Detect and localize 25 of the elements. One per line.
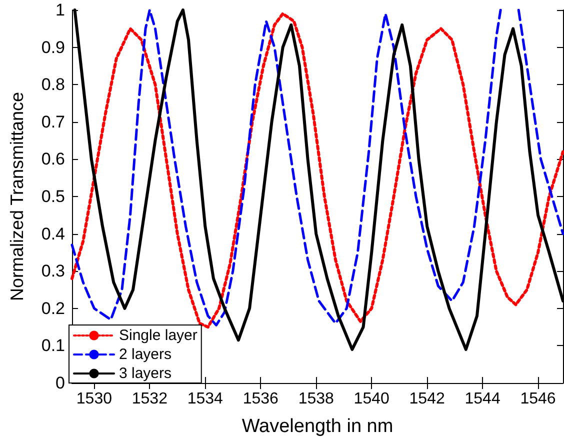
- y-tick-label: 0.4: [41, 224, 65, 244]
- y-axis-title: Normalized Transmittance: [7, 92, 27, 302]
- y-tick-label: 1: [56, 0, 65, 20]
- y-tick-label: 0.5: [41, 187, 65, 206]
- x-tick-label: 1542: [409, 390, 445, 408]
- x-tick-label: 1546: [520, 390, 556, 408]
- y-tick-label: 0.9: [41, 38, 65, 57]
- x-tick-label: 1544: [464, 390, 500, 408]
- x-tick-label: 1536: [242, 390, 279, 408]
- y-tick-label: 0.6: [41, 150, 65, 169]
- x-axis-title: Wavelength in nm: [242, 416, 394, 437]
- y-tick-label: 0.8: [41, 75, 65, 94]
- legend-label: Single layer: [119, 327, 198, 344]
- legend-label: 2 layers: [119, 346, 172, 363]
- x-tick-label: 1532: [132, 390, 168, 408]
- y-tick-label: 0.1: [41, 336, 65, 356]
- x-tick-label: 1538: [298, 390, 334, 408]
- y-tick-label: 0.7: [41, 112, 65, 132]
- y-tick-label: 0.2: [41, 298, 65, 318]
- y-tick-label: 0: [56, 374, 65, 392]
- x-tick-label: 1540: [354, 390, 390, 408]
- y-tick-label: 0.3: [41, 262, 65, 281]
- legend-label: 3 layers: [119, 365, 172, 382]
- x-tick-label: 1530: [76, 390, 112, 408]
- x-tick-label: 1534: [187, 390, 224, 408]
